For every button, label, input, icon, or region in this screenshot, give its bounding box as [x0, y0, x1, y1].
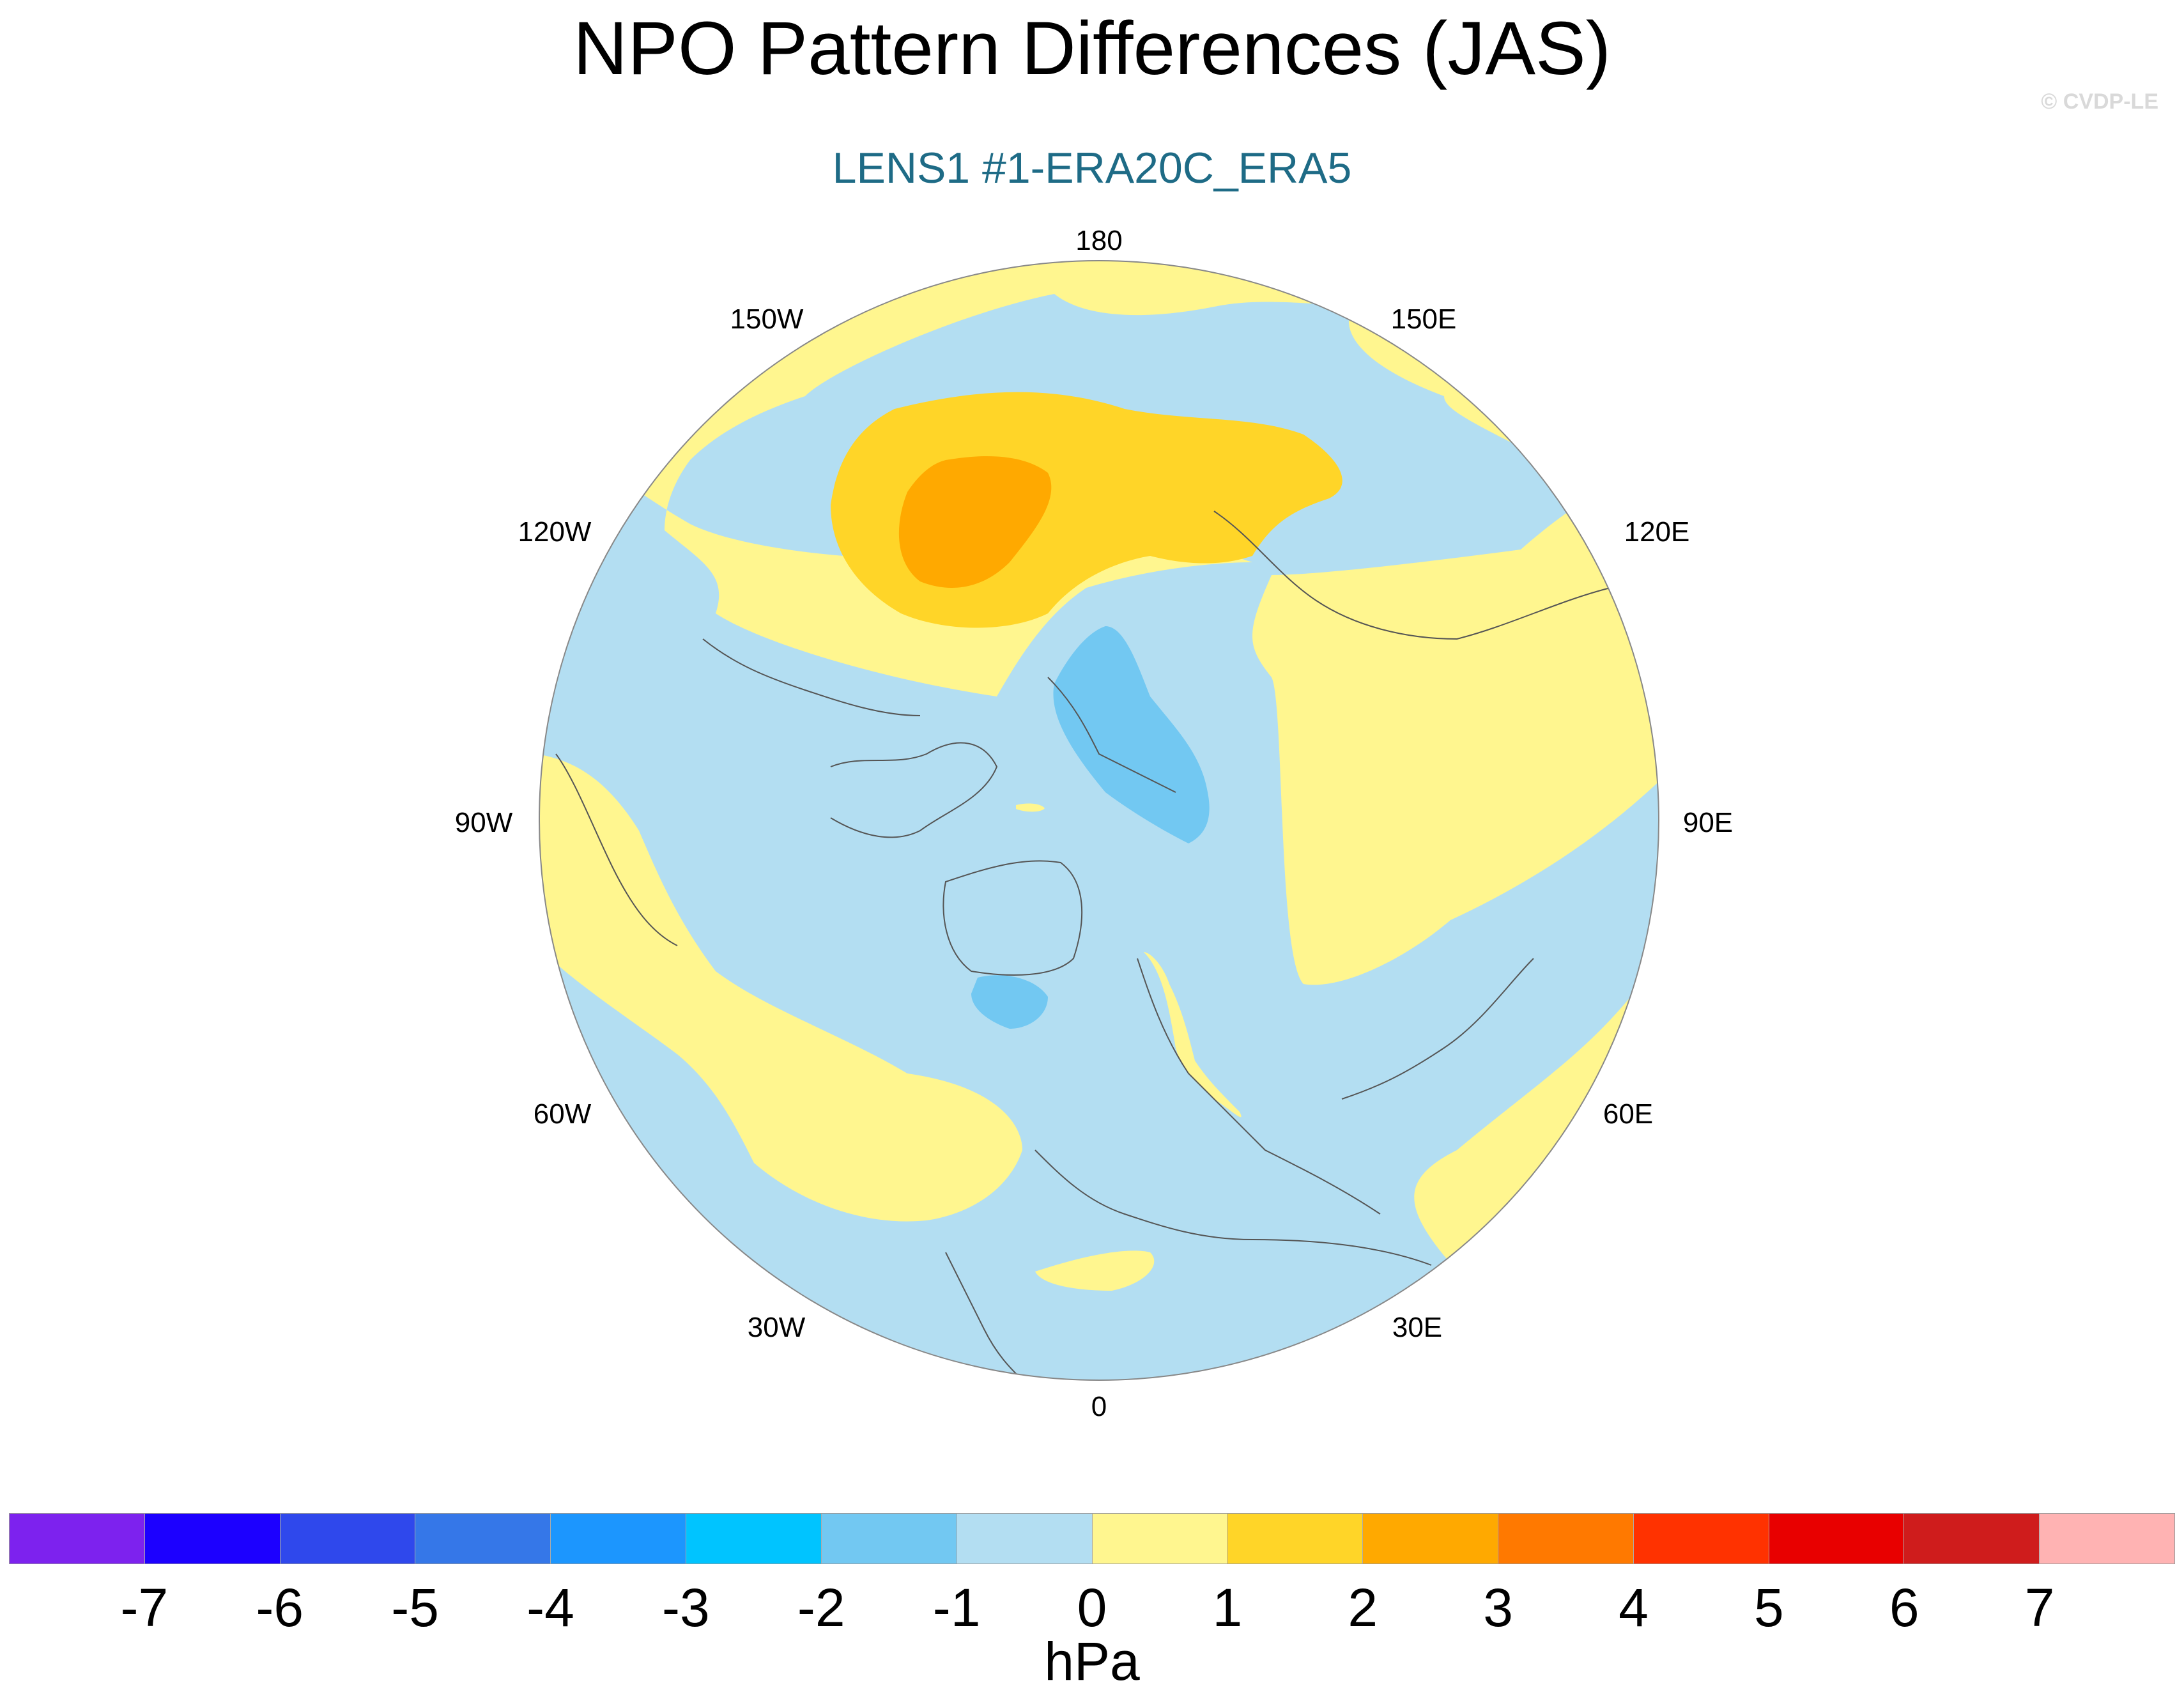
lon-label-180: 180	[1075, 225, 1123, 256]
colorbar-swatch	[1904, 1514, 2040, 1564]
colorbar-swatch	[1227, 1514, 1364, 1564]
field-pos0-north-africa	[1035, 1250, 1155, 1291]
field-pos0-arctic-strip	[1016, 803, 1045, 812]
lon-label-0: 0	[1091, 1391, 1107, 1422]
colorbar-tick-label: -6	[256, 1578, 304, 1638]
watermark: © CVDP-LE	[2041, 89, 2158, 114]
colorbar-swatch	[1092, 1514, 1228, 1564]
colorbar-swatch	[415, 1514, 551, 1564]
colorbar-tick-label: 0	[1077, 1578, 1107, 1638]
field-pos2-pacific-core	[898, 456, 1052, 588]
colorbar-swatch	[2040, 1514, 2174, 1564]
field-neg2-greenland	[971, 975, 1048, 1029]
colorbar-tick-label: 7	[2024, 1578, 2055, 1638]
lon-label-150w: 150W	[730, 304, 804, 335]
colorbar-swatch	[1498, 1514, 1634, 1564]
colorbar-swatch	[821, 1514, 957, 1564]
colorbar	[9, 1513, 2175, 1564]
colorbar-swatch	[280, 1514, 416, 1564]
colorbar-units: hPa	[1044, 1631, 1140, 1691]
colorbar-tick-label: 3	[1483, 1578, 1513, 1638]
colorbar-tick-label: -2	[797, 1578, 845, 1638]
colorbar-tick-label: 6	[1889, 1578, 1919, 1638]
field-pos0-atlantic	[539, 754, 1022, 1222]
plot-title: NPO Pattern Differences (JAS)	[573, 6, 1611, 91]
map-border	[539, 260, 1659, 1381]
lon-label-30e: 30E	[1392, 1312, 1443, 1343]
lon-label-60w: 60W	[533, 1098, 592, 1130]
colorbar-tick-label: 5	[1754, 1578, 1784, 1638]
colorbar-swatch	[144, 1514, 281, 1564]
coastlines	[555, 511, 1611, 1380]
colorbar-tick-label: 1	[1212, 1578, 1243, 1638]
lon-label-90w: 90W	[454, 807, 513, 838]
lon-label-120e: 120E	[1624, 516, 1690, 548]
panel-subtitle: LENS1 #1-ERA20C_ERA5	[832, 144, 1352, 192]
lon-label-30w: 30W	[747, 1312, 806, 1343]
colorbar-swatch	[686, 1514, 822, 1564]
lon-label-120w: 120W	[518, 516, 592, 548]
colorbar-swatch	[957, 1514, 1093, 1564]
colorbar-swatch	[1363, 1514, 1498, 1564]
colorbar-tick-label: -3	[662, 1578, 710, 1638]
colorbar-tick-label: -5	[391, 1578, 439, 1638]
colorbar-tick-label: 4	[1619, 1578, 1649, 1638]
colorbar-tick-label: -4	[527, 1578, 574, 1638]
colorbar-tick-label: 2	[1348, 1578, 1378, 1638]
colorbar-swatch	[1769, 1514, 1905, 1564]
contour-fields	[539, 261, 1659, 1380]
colorbar-tick-label: -7	[120, 1578, 169, 1638]
lon-label-90e: 90E	[1682, 807, 1734, 838]
colorbar-swatch	[1633, 1514, 1769, 1564]
colorbar-swatch	[10, 1514, 145, 1564]
colorbar-swatch	[551, 1514, 687, 1564]
colorbar-tick-label: -1	[932, 1578, 981, 1638]
lon-label-150e: 150E	[1390, 304, 1457, 335]
lon-label-60e: 60E	[1603, 1098, 1654, 1130]
field-pos0-scandinavia	[1144, 952, 1242, 1118]
